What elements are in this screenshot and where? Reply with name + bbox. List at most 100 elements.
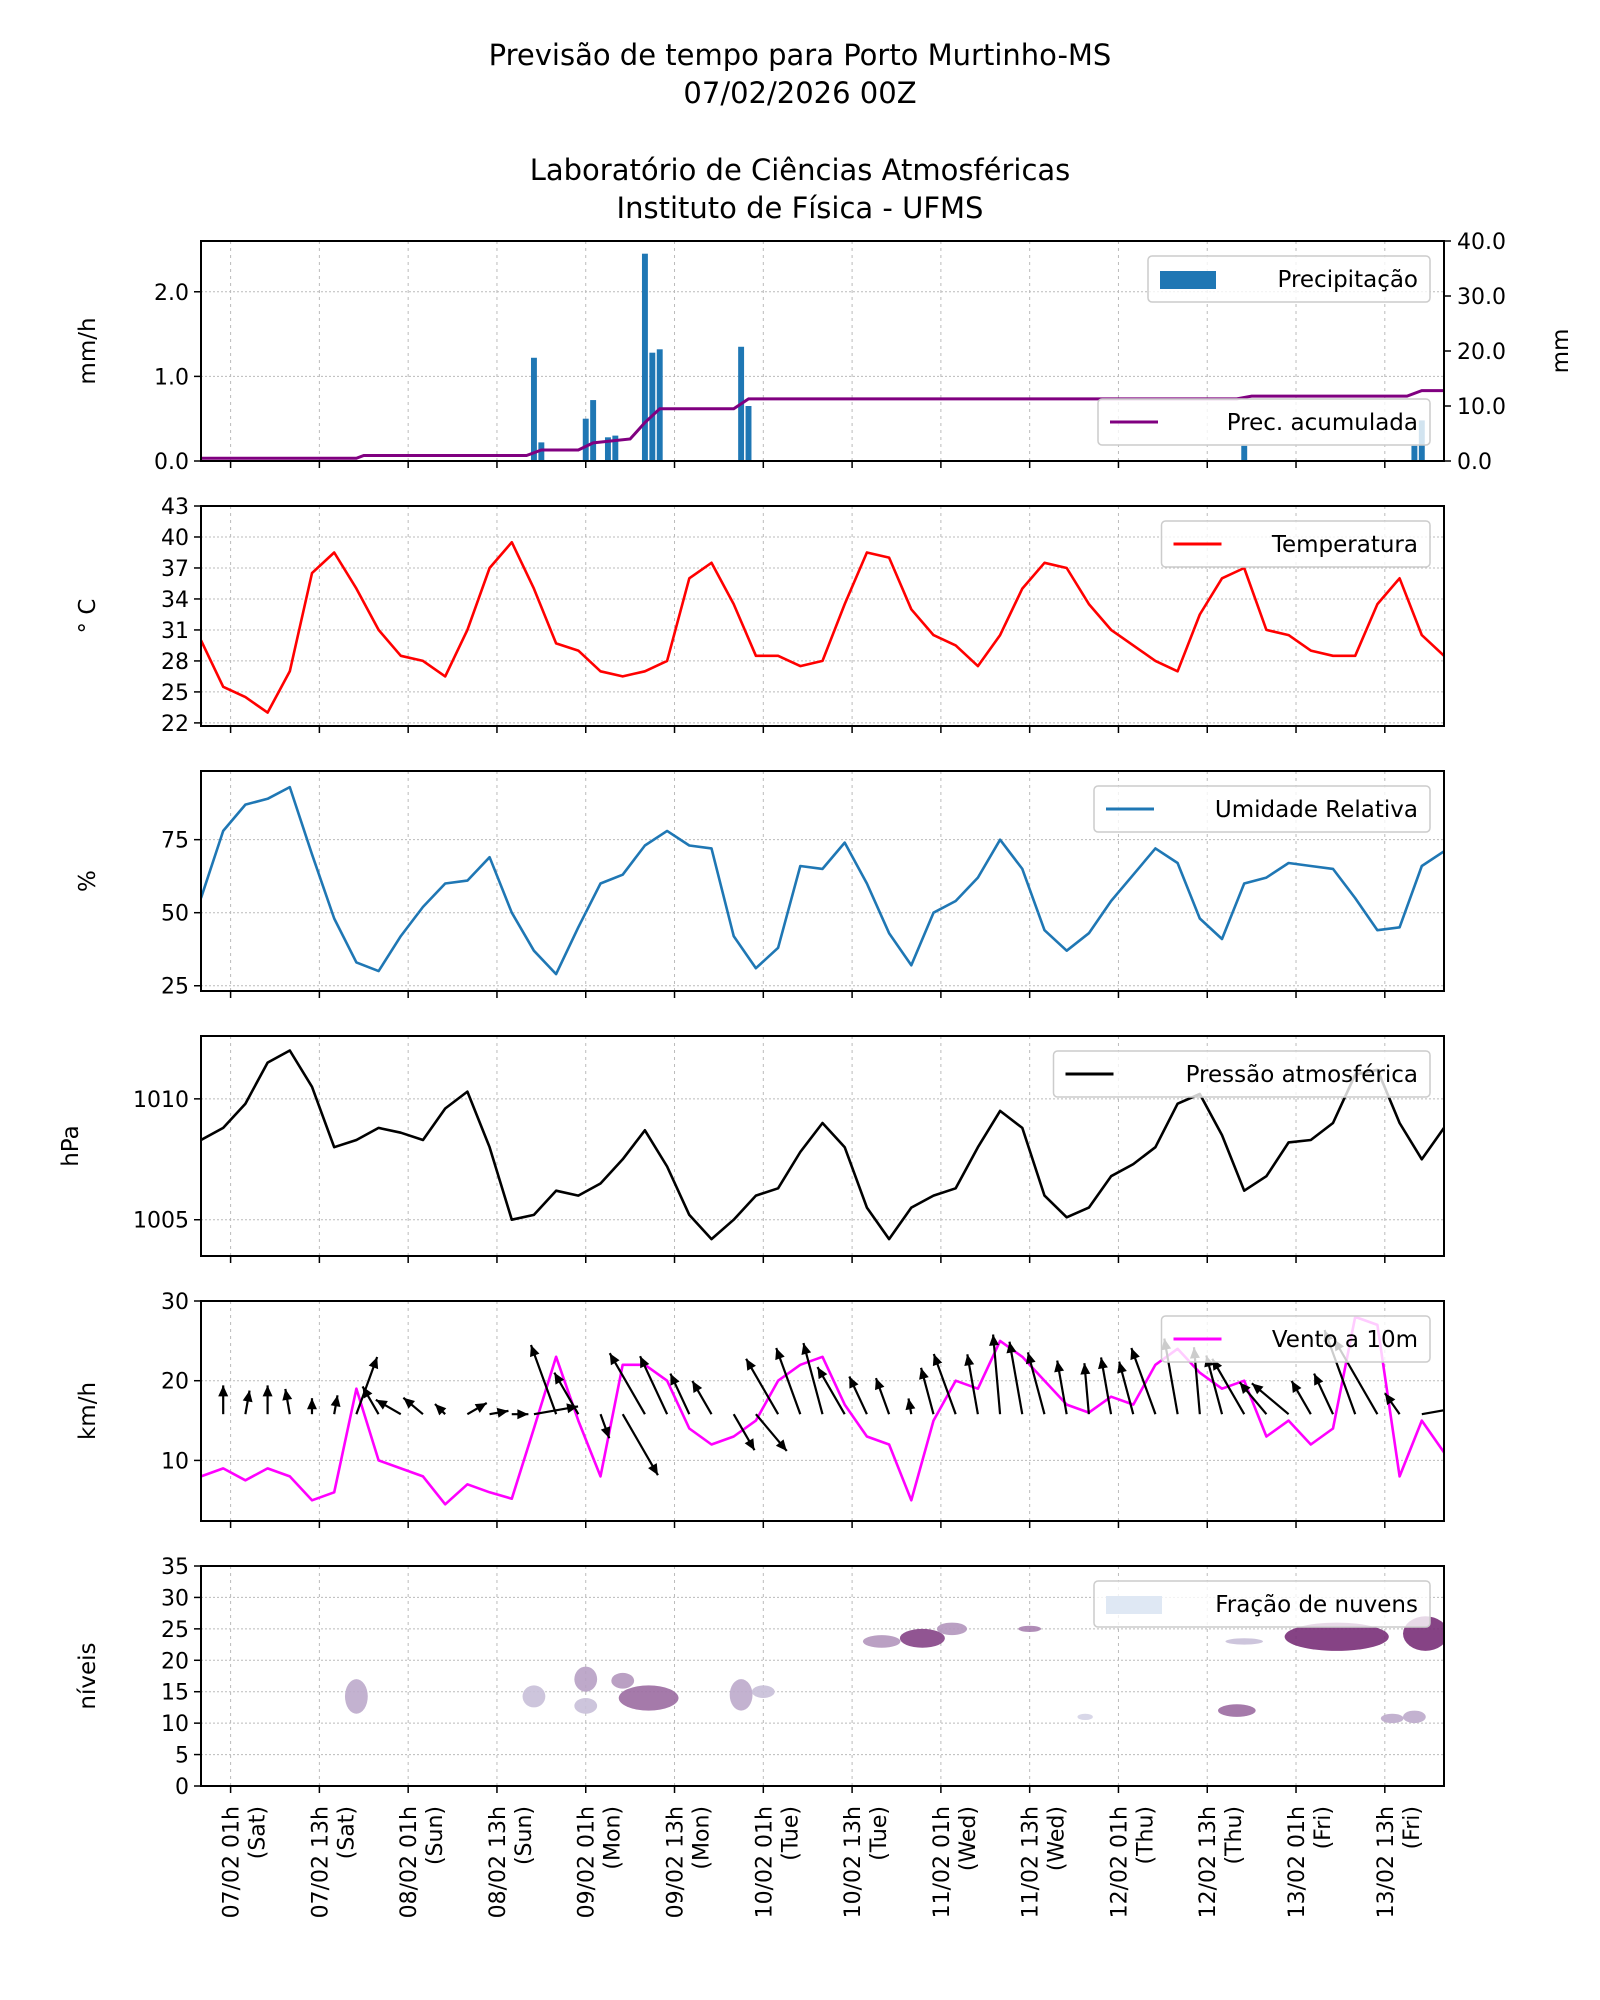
- wind-arrow-head: [801, 1343, 812, 1356]
- wind-arrow-head: [775, 1439, 787, 1451]
- precipitation-bar: [641, 253, 648, 461]
- x-tick-label-time: 10/02 01h: [752, 1806, 777, 1918]
- precipitation-bar: [1411, 445, 1418, 461]
- cloud-fraction-patch: [1218, 1704, 1256, 1717]
- x-tick-label-time: 12/02 13h: [1196, 1806, 1221, 1918]
- wind-arrow: [1421, 1409, 1444, 1416]
- x-tick-label-day: (Mon): [601, 1806, 626, 1870]
- wind-arrow-head: [1291, 1380, 1302, 1393]
- wind-arrow: [816, 1366, 846, 1415]
- wind-arrow: [1313, 1373, 1335, 1415]
- precipitation-bar: [604, 437, 611, 461]
- wind-arrow-head: [1080, 1363, 1091, 1375]
- cloud-fraction-patch: [729, 1679, 753, 1711]
- legend-patch: [1106, 1596, 1162, 1614]
- y2-tick-label: 40.0: [1457, 230, 1506, 255]
- legend-box: [1093, 1580, 1431, 1628]
- wind-arrow: [402, 1396, 424, 1416]
- axes-frame: [200, 1300, 1445, 1522]
- wind-arrow-head: [1117, 1361, 1127, 1374]
- wind-arrow-head: [1462, 1397, 1474, 1407]
- wind-arrow-head: [849, 1376, 859, 1389]
- y-tick-label: 75: [161, 829, 189, 854]
- wind-arrow: [262, 1385, 273, 1415]
- wind-arrow: [489, 1407, 509, 1418]
- wind-arrow-head: [919, 1367, 929, 1380]
- legend-box: [1160, 520, 1431, 568]
- x-tick-label-time: 11/02 01h: [930, 1806, 955, 1918]
- series-line: [201, 1315, 1444, 1506]
- wind-arrow-head: [670, 1373, 680, 1386]
- plot-area: [201, 785, 1444, 976]
- wind-arrow-head: [817, 1367, 828, 1380]
- wind-arrow-head: [566, 1403, 579, 1414]
- x-tick-label: 10/02 13h (Tue): [841, 1806, 892, 1918]
- cloud-fraction-patch: [936, 1622, 968, 1636]
- wind-arrow-head: [1025, 1352, 1036, 1365]
- wind-arrow-head: [306, 1398, 317, 1410]
- x-tick-label-day: (Tue): [867, 1806, 892, 1861]
- wind-arrow: [434, 1403, 447, 1416]
- y-axis-label: hPa: [58, 1125, 84, 1167]
- y-axis-label: %: [75, 870, 101, 892]
- legend-box: [1147, 255, 1431, 303]
- wind-arrow: [1290, 1380, 1312, 1415]
- wind-arrow: [639, 1355, 669, 1415]
- wind-arrow-head: [600, 1426, 611, 1439]
- panel-3: 1005 1010 hPa Pressão atmosférica: [58, 1035, 1445, 1263]
- wind-arrow-shaft: [621, 1413, 659, 1476]
- wind-arrow: [669, 1373, 691, 1415]
- x-tick-label-day: (Sat): [334, 1806, 359, 1859]
- wind-arrow-shaft: [775, 1347, 802, 1415]
- wind-arrow-head: [692, 1380, 703, 1393]
- wind-arrow-head: [554, 1372, 565, 1385]
- wind-arrow: [621, 1413, 659, 1476]
- cloud-fraction-patch: [574, 1666, 598, 1692]
- x-tick-label: 11/02 13h (Wed): [1019, 1806, 1070, 1918]
- legend-patch: [1160, 271, 1216, 289]
- wind-arrow-head: [989, 1334, 1000, 1346]
- x-tick-label-time: 08/02 13h: [486, 1806, 511, 1918]
- wind-arrow-shaft: [1421, 1409, 1444, 1416]
- precipitation-bar: [590, 400, 597, 461]
- series-line: [201, 1049, 1444, 1241]
- x-tick-label-time: 07/02 01h: [220, 1806, 245, 1918]
- legend-label: Prec. acumulada: [1227, 410, 1418, 436]
- x-tick-label-day: (Wed): [1045, 1806, 1070, 1871]
- x-tick-label-day: (Wed): [956, 1806, 981, 1871]
- x-tick-label-day: (Tue): [778, 1806, 803, 1861]
- plot-area: [201, 540, 1444, 714]
- wind-arrow: [1251, 1382, 1290, 1416]
- wind-arrow: [775, 1347, 802, 1415]
- wind-arrow: [533, 1403, 579, 1416]
- panel-4: 10 20 30 km/h Vento a 10m: [75, 1290, 1474, 1528]
- y-tick-label: 10: [161, 1449, 189, 1474]
- wind-arrow: [1130, 1347, 1157, 1415]
- precipitation-bar: [612, 435, 619, 461]
- wind-arrow-shaft: [201, 1410, 203, 1415]
- y-tick-label: 30: [161, 1290, 189, 1315]
- wind-arrow-shaft: [608, 1352, 646, 1415]
- x-tick-label-time: 13/02 13h: [1374, 1806, 1399, 1918]
- wind-arrow-head: [744, 1438, 755, 1451]
- wind-arrow-head: [1239, 1382, 1251, 1394]
- wind-arrow: [466, 1402, 488, 1416]
- cloud-fraction-patch: [611, 1672, 635, 1689]
- y2-tick-label: 30.0: [1457, 285, 1506, 310]
- wind-arrow: [989, 1334, 1002, 1415]
- cloud-fraction-patch: [522, 1685, 546, 1708]
- wind-arrow: [874, 1377, 891, 1415]
- wind-arrow-head: [517, 1409, 529, 1420]
- wind-arrow: [1238, 1381, 1268, 1415]
- y-axis-label: mm/h: [75, 317, 101, 384]
- y-tick-label: 35: [161, 1555, 189, 1580]
- wind-arrow: [745, 1358, 780, 1415]
- wind-arrow-head: [648, 1463, 658, 1476]
- panel-0: 0.0 1.0 2.0 mm/h 0.0 10.0 20.0 30.0 40.0 mm Precip…: [75, 230, 1574, 475]
- cloud-fraction-patch: [1380, 1713, 1404, 1724]
- wind-arrow: [218, 1385, 229, 1415]
- x-tick-label-time: 09/02 01h: [575, 1806, 600, 1918]
- y-tick-label: 22: [161, 712, 189, 737]
- wind-arrow: [1098, 1357, 1113, 1415]
